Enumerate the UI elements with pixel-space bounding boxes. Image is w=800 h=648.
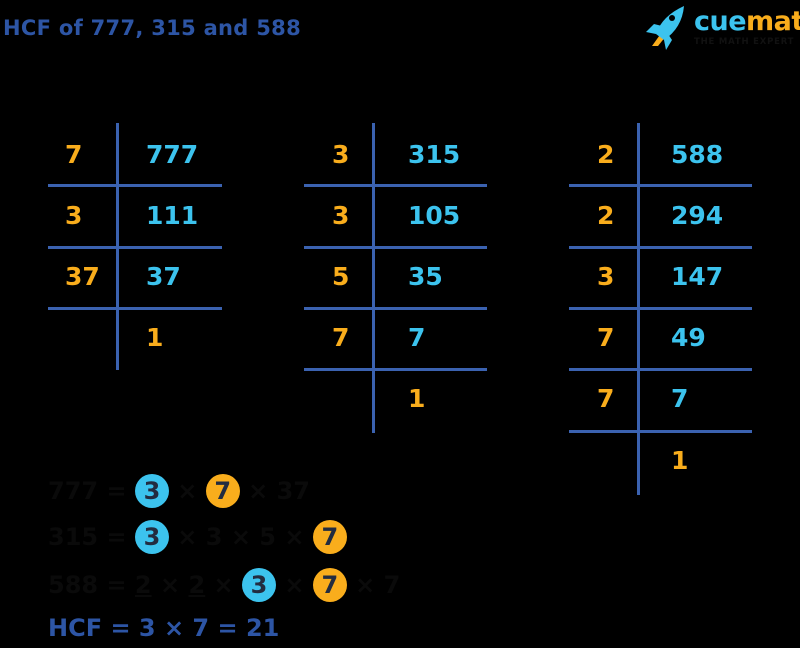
times-sign: ×: [284, 523, 305, 551]
times-sign: ×: [159, 571, 181, 599]
quotient: 588: [671, 140, 724, 169]
remainder-one: 1: [146, 323, 164, 352]
table-divider: [304, 307, 487, 310]
divisor: 3: [597, 262, 615, 291]
divisor: 5: [332, 262, 350, 291]
divisor: 7: [332, 323, 350, 352]
factorization-777: 777 = 3 × 7 × 37: [48, 472, 310, 508]
divisor: 3: [332, 140, 350, 169]
quotient: 7: [408, 323, 426, 352]
divisor: 7: [597, 384, 615, 413]
cuemath-logo: cuemath THE MATH EXPERT: [632, 2, 800, 54]
quotient: 111: [146, 201, 199, 230]
table-divider: [48, 307, 222, 310]
common-factor-7: 7: [312, 520, 347, 554]
equation-lhs: 588 =: [48, 571, 127, 599]
divisor: 3: [65, 201, 83, 230]
times-sign: ×: [284, 571, 305, 599]
common-factor-7: 7: [205, 474, 240, 508]
common-factor-3: 3: [134, 520, 169, 554]
times-sign: ×: [248, 477, 269, 505]
times-sign: ×: [177, 523, 198, 551]
table-divider: [48, 184, 222, 187]
table-divider: [569, 184, 752, 187]
divisor: 37: [65, 262, 100, 291]
divisor: 7: [65, 140, 83, 169]
table-divider: [569, 368, 752, 371]
times-sign: ×: [355, 571, 376, 599]
factor: 7: [383, 571, 401, 599]
table-divider: [304, 368, 487, 371]
divisor: 2: [597, 140, 615, 169]
quotient: 294: [671, 201, 724, 230]
quotient: 35: [408, 262, 443, 291]
factor: 2: [134, 571, 152, 599]
common-factor-3: 3: [241, 568, 276, 602]
factor: 5: [259, 523, 276, 551]
quotient: 7: [671, 384, 689, 413]
table-divider: [569, 246, 752, 249]
factor: 2: [188, 571, 206, 599]
times-sign: ×: [230, 523, 251, 551]
factor: 3: [205, 523, 223, 551]
factor: 37: [276, 477, 310, 505]
quotient: 37: [146, 262, 181, 291]
rocket-icon: [646, 6, 684, 50]
table-divider: [304, 246, 487, 249]
factorization-315: 315 = 3 × 3 × 5 × 7: [48, 518, 347, 554]
common-factor-7: 7: [312, 568, 347, 602]
divisor: 3: [332, 201, 350, 230]
hcf-result: HCF = 3 × 7 = 21: [48, 614, 280, 642]
brand-tagline: THE MATH EXPERT: [694, 37, 795, 47]
quotient: 147: [671, 262, 724, 291]
divisor: 7: [597, 323, 615, 352]
quotient: 49: [671, 323, 706, 352]
common-factor-3: 3: [134, 474, 169, 508]
remainder-one: 1: [408, 384, 426, 413]
times-sign: ×: [177, 477, 198, 505]
table-divider: [304, 184, 487, 187]
quotient: 777: [146, 140, 199, 169]
page-title: HCF of 777, 315 and 588: [3, 16, 301, 40]
table-divider-vertical: [372, 123, 375, 433]
divisor: 2: [597, 201, 615, 230]
times-sign: ×: [213, 571, 234, 599]
table-divider: [569, 307, 752, 310]
quotient: 315: [408, 140, 461, 169]
brand-wordmark: cuemath: [694, 6, 800, 37]
equation-lhs: 777 =: [48, 477, 127, 505]
equation-lhs: 315 =: [48, 523, 127, 551]
table-divider: [569, 430, 752, 433]
factorization-588: 588 = 2 × 2 × 3 × 7 × 7: [48, 566, 400, 602]
quotient: 105: [408, 201, 461, 230]
remainder-one: 1: [671, 446, 689, 475]
table-divider: [48, 246, 222, 249]
